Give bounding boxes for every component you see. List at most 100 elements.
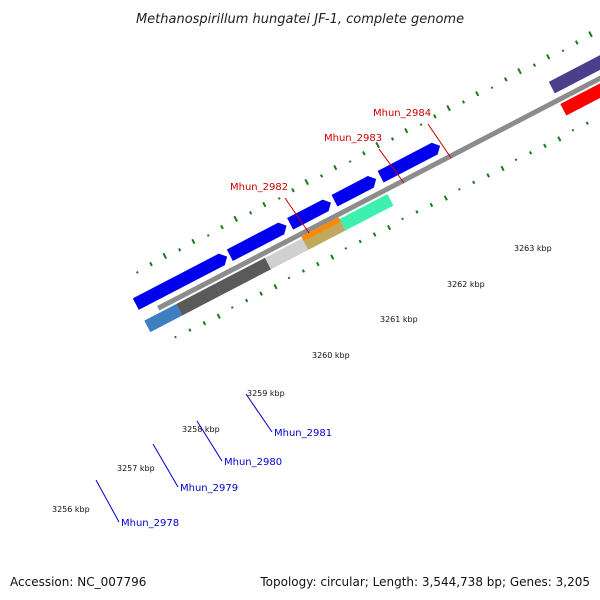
- tick-label-group: 3256 kbp 3257 kbp 3258 kbp 3259 kbp 3260 kbp…: [52, 244, 552, 514]
- gc-mark: [330, 254, 335, 260]
- cds-forward[interactable]: [226, 220, 290, 261]
- gc-mark: [287, 276, 291, 280]
- gc-mark: [233, 215, 238, 223]
- gc-mark: [249, 211, 253, 215]
- gene-leader-line: [245, 393, 273, 433]
- gc-mark: [571, 128, 575, 132]
- cds-forward[interactable]: [287, 197, 334, 230]
- gc-mark: [490, 86, 494, 90]
- gene-label[interactable]: Mhun_2984: [373, 108, 431, 119]
- gc-mark: [500, 165, 505, 172]
- gc-mark: [135, 271, 139, 274]
- gc-mark: [546, 54, 551, 60]
- gc-mark: [178, 247, 182, 252]
- gc-mark: [174, 335, 177, 339]
- cds-forward[interactable]: [377, 140, 443, 183]
- gene-leader-line: [284, 197, 310, 234]
- gc-mark: [457, 187, 461, 191]
- gc-mark: [202, 320, 207, 326]
- cds-forward[interactable]: [331, 173, 379, 207]
- cog-category-box[interactable]: [144, 303, 183, 333]
- gc-mark: [372, 232, 377, 237]
- gene-label[interactable]: Mhun_2979: [180, 483, 238, 494]
- gc-mark: [291, 187, 295, 193]
- gc-mark: [390, 137, 395, 141]
- cds-reverse[interactable]: [560, 35, 600, 116]
- gc-mark: [574, 40, 579, 45]
- gc-mark: [316, 261, 320, 267]
- gene-leader-line: [95, 479, 120, 523]
- tick-label: 3257 kbp: [117, 464, 155, 473]
- gc-mark: [401, 217, 404, 221]
- gene-label[interactable]: Mhun_2981: [274, 428, 332, 439]
- gc-mark: [419, 123, 423, 126]
- gc-mark: [188, 328, 192, 332]
- gc-mark: [304, 178, 309, 186]
- feature-track: [132, 13, 600, 333]
- cog-category-box[interactable]: [301, 217, 341, 242]
- tick-label: 3262 kbp: [447, 280, 485, 289]
- gc-mark: [446, 104, 451, 112]
- gc-mark: [216, 313, 221, 319]
- gc-mark: [486, 173, 490, 178]
- gc-mark: [472, 180, 476, 185]
- gc-content-inner-track: [174, 114, 600, 339]
- gc-mark: [375, 141, 380, 149]
- gc-mark: [245, 298, 249, 303]
- gc-mark: [443, 195, 448, 201]
- gc-mark: [517, 68, 522, 75]
- gene-leader-line: [196, 420, 223, 462]
- gc-mark: [277, 197, 281, 200]
- gc-mark: [191, 238, 196, 245]
- gc-mark: [561, 49, 565, 53]
- gc-mark: [504, 77, 508, 82]
- cog-category-box[interactable]: [264, 238, 309, 270]
- tick-label: 3258 kbp: [182, 425, 220, 434]
- gc-mark: [429, 202, 434, 208]
- gc-mark: [557, 136, 562, 142]
- gc-mark: [230, 306, 234, 309]
- gc-mark: [344, 247, 348, 250]
- gene-label-group: Mhun_2978 Mhun_2979 Mhun_2980 Mhun_2981 Mhun…: [95, 108, 452, 529]
- cds-forward-cog[interactable]: [548, 13, 600, 94]
- cog-category-box[interactable]: [176, 283, 222, 316]
- gc-mark: [220, 224, 224, 230]
- gc-mark: [514, 158, 518, 162]
- map-title: Methanospirillum hungatei JF-1, complete…: [136, 12, 464, 27]
- gc-mark: [333, 164, 338, 171]
- gc-mark: [475, 91, 480, 97]
- gene-label[interactable]: Mhun_2980: [224, 457, 282, 468]
- cog-category-box[interactable]: [215, 257, 271, 296]
- cog-category-box[interactable]: [339, 194, 394, 231]
- gc-mark: [273, 283, 278, 290]
- gene-label[interactable]: Mhun_2982: [230, 182, 288, 193]
- gc-mark: [149, 261, 153, 267]
- tick-label: 3261 kbp: [380, 315, 418, 324]
- map-track-group: [132, 0, 600, 339]
- gc-mark: [206, 234, 210, 237]
- gene-leader-line: [427, 123, 452, 159]
- genome-backbone: [157, 0, 600, 311]
- gc-content-outer-track: [135, 31, 593, 274]
- cog-category-box[interactable]: [302, 218, 346, 250]
- genome-summary-text: Topology: circular; Length: 3,544,738 bp…: [259, 575, 590, 589]
- gc-mark: [585, 121, 589, 126]
- gc-mark: [319, 174, 324, 178]
- gc-mark: [532, 63, 537, 67]
- gc-mark: [461, 100, 466, 104]
- gc-mark: [415, 210, 419, 214]
- gc-mark: [528, 151, 533, 155]
- gene-leader-line: [378, 148, 405, 184]
- gc-mark: [404, 128, 409, 134]
- gene-label[interactable]: Mhun_2983: [324, 133, 382, 144]
- gc-mark: [588, 31, 593, 38]
- gc-mark: [543, 143, 547, 149]
- gene-label[interactable]: Mhun_2978: [121, 518, 179, 529]
- gc-mark: [358, 239, 362, 244]
- cds-forward[interactable]: [132, 251, 230, 310]
- gc-mark: [386, 224, 392, 231]
- gc-mark: [348, 160, 352, 163]
- tick-label: 3260 kbp: [312, 351, 350, 360]
- accession-text: Accession: NC_007796: [10, 575, 146, 589]
